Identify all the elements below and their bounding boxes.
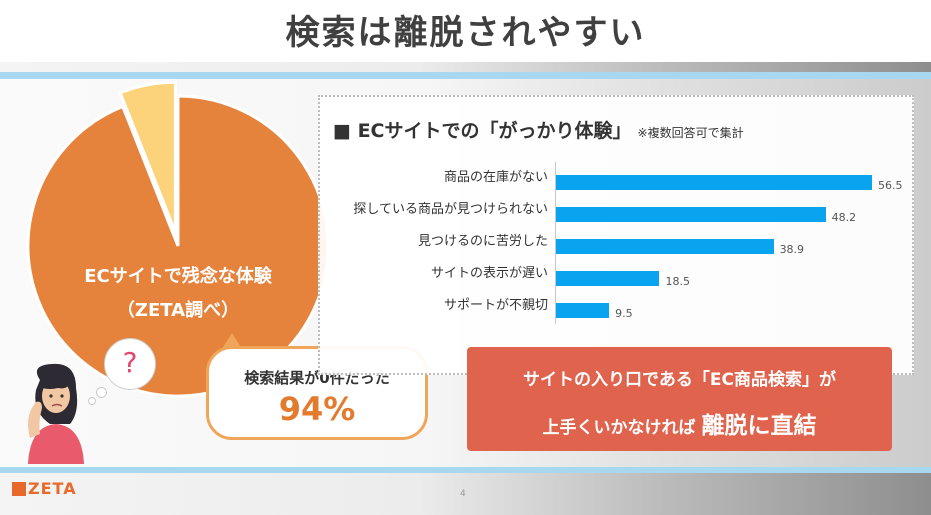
chart-title-text: ECサイトでの「がっかり体験」 [357,120,632,142]
callout-tail [222,333,242,349]
bar [556,239,774,254]
bar-category-label: 探している商品が見つけられない [353,202,548,217]
bar [556,303,610,318]
message-box: サイトの入り口である「EC商品検索」が 上手くいかなければ 離脱に直結 [467,347,892,451]
question-mark-icon: ? [122,346,138,379]
chart-axis [555,162,556,324]
message-line1: サイトの入り口である「EC商品検索」が [523,370,836,390]
top-divider-band [0,72,931,79]
square-bullet-icon: ■ [333,120,351,142]
bar-chart-panel [318,95,914,375]
pie-slice-other [118,80,177,233]
bar [556,175,872,190]
page-title: 検索は離脱されやすい [285,13,646,53]
bar-value-label: 56.5 [878,179,903,192]
bar-value-label: 48.2 [831,211,857,224]
thought-dot [88,397,96,405]
pie-label-line1: ECサイトで残念な体験 [84,266,272,287]
chart-note: ※複数回答可で集計 [637,126,744,140]
logo-text: ZETA [28,479,77,498]
bar [556,271,660,286]
bar-category-label: サイトの表示が遅い [430,266,548,281]
chart-title: ■ ECサイトでの「がっかり体験」 ※複数回答可で集計 [333,116,744,143]
bar-category-label: 見つけるのに苦労した [417,234,548,249]
logo-mark-icon [12,482,26,496]
callout-value: 94% [278,390,356,428]
bottom-divider-band [0,467,931,473]
bar-category-label: 商品の在庫がない [443,170,548,185]
thought-dot [96,387,107,398]
bar-value-label: 38.9 [779,243,805,256]
bar-category-label: サポートが不親切 [443,298,548,313]
worried-woman-illustration [28,363,84,464]
pie-label-line2: （ZETA調べ） [116,300,240,321]
question-bubble: ? [104,338,156,390]
message-line2: 上手くいかなければ 離脱に直結 [467,406,892,440]
page-number: 4 [460,489,466,499]
zeta-logo: ZETA [12,479,77,498]
bar [556,207,826,222]
bar-value-label: 9.5 [615,307,633,320]
bar-value-label: 18.5 [665,275,690,288]
message-line2-text: 上手くいかなければ [542,418,696,438]
message-emphasis: 離脱に直結 [701,413,817,439]
